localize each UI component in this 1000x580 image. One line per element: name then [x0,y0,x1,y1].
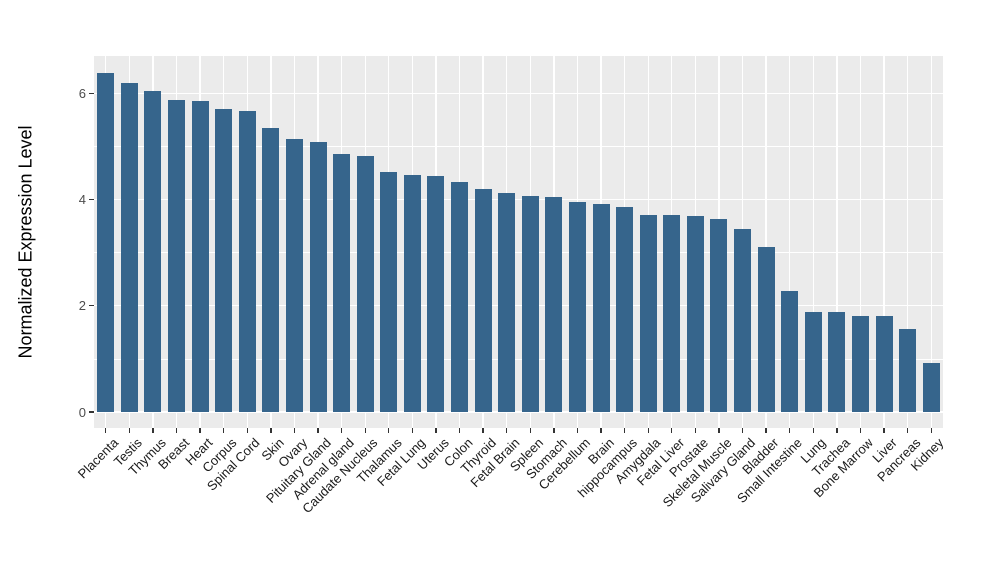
x-tick-mark [246,428,248,433]
minor-gridline [94,145,943,147]
x-tick-mark [458,428,461,433]
bar-heart [191,101,209,413]
x-tick-mark [694,428,697,433]
vertical-gridline [789,56,791,428]
minor-gridline [94,358,943,360]
bar-ovary [285,138,303,413]
major-gridline [94,305,943,307]
bar-thalamus [380,171,398,413]
x-tick-mark [836,428,838,433]
x-tick-mark [364,428,366,433]
bar-prostate [686,216,704,413]
x-tick-mark [506,428,508,433]
x-tick-mark [553,428,555,433]
bar-bladder [757,247,775,413]
x-tick-mark [223,428,225,433]
bar-fetal-brain [498,192,516,413]
x-tick-mark [529,428,531,433]
bar-colon [451,181,469,413]
x-tick-mark [175,428,178,433]
x-tick-mark [623,428,626,433]
y-tick-label: 6 [78,85,86,101]
bar-skin [262,127,280,413]
x-tick-mark [317,428,319,433]
vertical-gridline [765,56,767,428]
bar-corpus [215,109,233,413]
bar-liver [875,316,893,413]
bar-trachea [828,312,846,413]
y-tick-mark [89,92,94,94]
x-tick-mark [600,428,602,433]
x-tick-mark [906,428,909,433]
x-tick-mark [647,428,649,433]
bar-small-intestine [781,290,799,413]
bar-salivary-gland [734,228,752,413]
bar-fetal-lung [403,175,421,413]
x-tick-mark [293,428,296,433]
bar-kidney [922,362,940,413]
vertical-gridline [906,56,909,428]
x-tick-mark [435,428,437,433]
major-gridline [94,92,943,94]
bar-adrenal-gland [333,153,351,413]
vertical-gridline [883,56,885,428]
x-tick-mark [859,428,862,433]
y-tick-mark [89,305,94,307]
y-tick-label: 0 [78,404,86,420]
x-tick-mark [411,428,414,433]
bar-cerebellum [568,201,586,413]
x-tick-mark [128,428,131,433]
bar-thyroid [474,189,492,413]
y-tick-label: 4 [78,191,86,207]
bar-stomach [545,197,563,413]
bar-skeletal-muscle [710,219,728,413]
vertical-gridline [930,56,932,428]
bar-pituitary-gland [309,141,327,413]
bar-spinal-cord [238,111,256,413]
bar-hippocampus [616,207,634,413]
bar-uterus [427,175,445,413]
bar-spleen [521,196,539,413]
y-tick-mark [89,198,94,201]
x-tick-mark [789,428,791,433]
major-gridline [94,198,943,201]
bar-brain [592,204,610,413]
x-tick-mark [152,428,154,433]
x-tick-mark [482,428,484,433]
x-tick-mark [576,428,579,433]
bar-amygdala [639,215,657,413]
y-tick-mark [89,411,94,413]
x-tick-mark [765,428,767,433]
x-tick-mark [883,428,885,433]
bar-thymus [144,90,162,413]
vertical-gridline [812,56,814,428]
y-tick-label: 2 [78,298,86,314]
x-tick-mark [718,428,720,433]
x-tick-mark [671,428,673,433]
vertical-gridline [836,56,838,428]
x-tick-mark [340,428,343,433]
minor-gridline [94,252,943,254]
bar-fetal-liver [663,215,681,413]
bar-breast [168,100,186,413]
vertical-gridline [859,56,862,428]
bar-lung [804,312,822,413]
x-tick-mark [812,428,814,433]
major-gridline [94,411,943,413]
x-tick-mark [105,428,107,433]
x-tick-mark [930,428,932,433]
bar-caudate-nucleus [356,156,374,413]
x-tick-mark [270,428,272,433]
y-axis-title: Normalized Expression Level [15,125,36,359]
plot-panel [94,56,943,428]
x-tick-mark [388,428,390,433]
bar-pancreas [899,328,917,413]
bar-testis [120,83,138,413]
bar-bone-marrow [851,316,869,413]
x-tick-mark [199,428,201,433]
bar-placenta [97,73,115,413]
x-tick-mark [741,428,744,433]
